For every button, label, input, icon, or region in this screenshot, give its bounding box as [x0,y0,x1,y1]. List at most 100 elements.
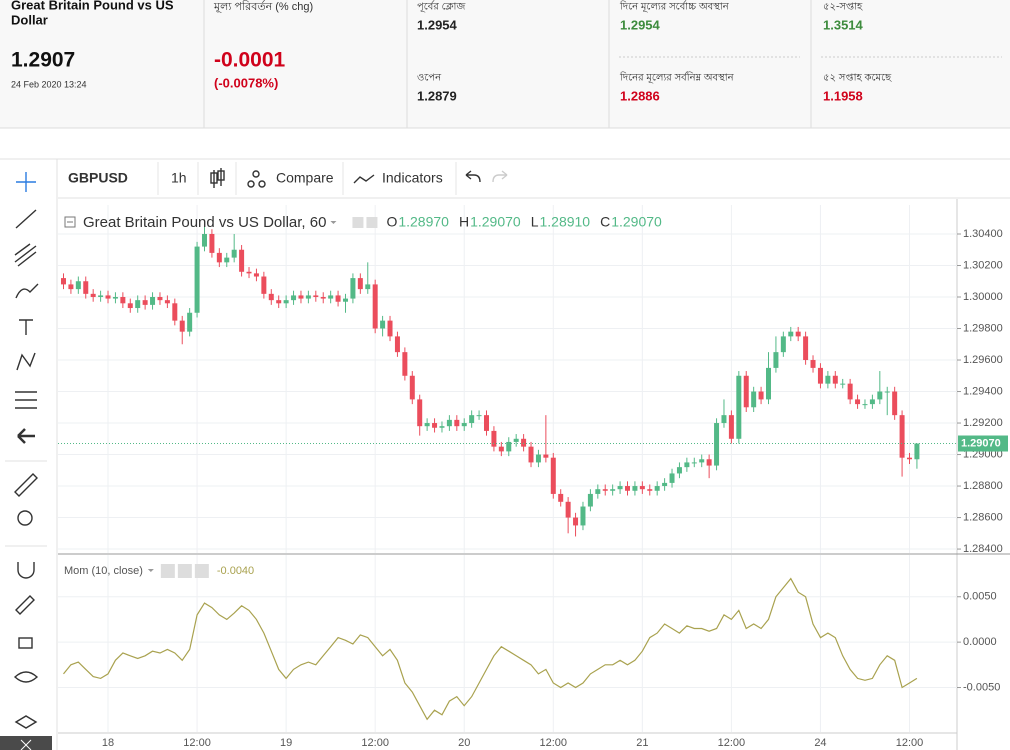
candle-body [424,423,430,427]
timestamp: 24 Feb 2020 13:24 [11,79,87,89]
y-tick-label: 1.30400 [963,228,1003,240]
x-tick-label: 18 [102,737,114,749]
quote-header: Great Britain Pound vs US Dollar 1.2907 … [0,0,1010,129]
lock-draw-tool[interactable] [15,595,35,615]
fib-tool[interactable] [14,243,37,267]
plot-area [58,199,1010,750]
x-tick-label: 12:00 [361,737,389,749]
candle-body [313,295,319,298]
candle-body [565,501,571,518]
stat-value: 1.2954 [620,17,661,32]
crosshair-tool[interactable] [16,172,36,192]
candle-body [172,303,178,321]
candle-body [840,383,846,385]
candle-body [676,467,682,474]
close-panel[interactable] [0,736,52,750]
lock-tool[interactable] [18,637,33,649]
indicators-button[interactable]: Indicators [382,170,443,186]
candle-body [877,391,883,400]
candle-body [483,415,489,431]
close-icon [20,739,32,750]
compare-button[interactable]: Compare [276,170,334,186]
candle-body [150,297,156,305]
candle-body [476,415,482,417]
candle-body [142,300,148,305]
candle-body [224,257,230,263]
title: Great Britain Pound vs US [11,0,174,12]
ohlc-key: C [600,214,610,230]
candle-body [817,367,823,384]
candle-body [380,320,386,329]
candle-body [68,284,74,290]
x-tick-label: 21 [636,737,648,749]
candle-body [602,489,608,491]
x-tick-label: 12:00 [718,737,746,749]
collapse-button [64,216,76,228]
compare-icon[interactable] [247,170,266,188]
candle-body [98,295,104,298]
interval[interactable]: 1h [171,170,187,186]
brush-tool[interactable] [15,283,39,299]
candle-body [647,489,653,491]
visibility-tool[interactable] [13,671,39,683]
candle-body [246,271,252,274]
x-tick-label: 12:00 [896,737,924,749]
magnet-tool[interactable] [17,562,35,579]
indicator-button[interactable] [177,564,192,578]
candle-body [773,352,779,368]
y-tick-label: 1.29600 [963,354,1003,366]
y-tick-label: 1.29400 [963,385,1003,397]
eye-button[interactable] [352,217,364,228]
candle-body [253,273,259,277]
stats: পূর্বের ক্লোজ 1.2954 ওপেন 1.2879 দিনে মূল্যে… [417,1,892,104]
layers-tool[interactable] [14,715,38,729]
candle-body [350,278,356,299]
last-price-tag [958,435,1008,452]
candle-body [491,430,497,447]
candle-body [261,276,267,294]
candle-body [847,383,853,400]
candle-body [587,493,593,507]
candle-body [417,399,423,427]
candle-body [714,423,720,466]
indicator-button[interactable] [160,564,175,578]
candle-body [662,482,668,487]
candle-body [573,517,579,526]
chart-type-button[interactable] [210,168,225,188]
settings-button[interactable] [366,217,378,228]
back-tool[interactable] [17,428,35,444]
prediction-tool[interactable] [15,391,37,409]
redo-button[interactable] [492,170,508,183]
candle-body [907,457,913,460]
line-tool[interactable] [15,209,37,229]
candle-body [684,462,690,468]
candle-body [625,486,631,491]
candle-body [298,295,304,299]
candle-body [869,399,875,405]
indicator-button[interactable] [194,564,209,578]
pattern-tool[interactable] [16,352,36,371]
x-tick-label: 12:00 [540,737,568,749]
y-tick-label: 1.28400 [963,543,1003,555]
candle-body [194,246,200,313]
zoom-tool[interactable] [17,510,33,526]
stat-label: পূর্বের ক্লোজ [417,1,466,13]
candle-body [803,336,809,361]
ruler-tool[interactable] [14,473,38,497]
toolbar: GBPUSD 1h Compare Indicators [0,158,1010,750]
candle-body [90,293,96,298]
candle-body [691,462,697,464]
candle-body [342,298,348,302]
candle-body [83,281,89,294]
candle-body [914,443,920,460]
x-tick-label: 24 [814,737,826,749]
text-tool[interactable] [19,319,33,335]
undo-button[interactable] [465,170,481,183]
symbol[interactable]: GBPUSD [68,170,128,186]
candle-body [127,303,133,309]
indicators-icon[interactable] [353,174,375,184]
candle-body [825,375,831,384]
candle-body [832,375,838,384]
candle-body [699,459,705,463]
